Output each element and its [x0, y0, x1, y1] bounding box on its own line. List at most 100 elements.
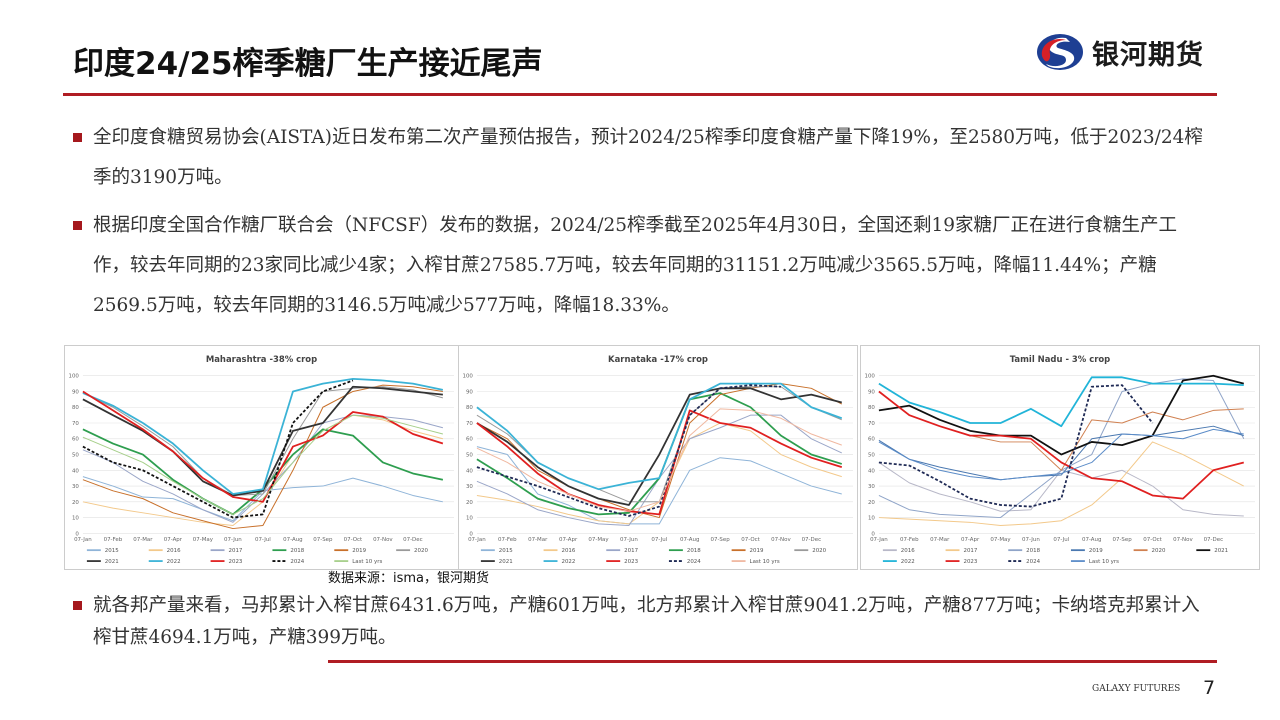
series-line-2024 — [82, 379, 354, 519]
y-tick-label: 30 — [72, 484, 79, 490]
legend-label: 2017 — [963, 548, 977, 554]
x-tick-label: 07-Sep — [313, 537, 333, 543]
legend-label: 2016 — [561, 548, 575, 554]
y-tick-label: 40 — [72, 468, 79, 474]
y-tick-label: 50 — [466, 453, 473, 459]
legend-label: 2024 — [290, 559, 304, 565]
y-tick-label: 70 — [868, 421, 875, 427]
legend-label: Last 10 yrs — [352, 559, 382, 565]
legend-label: 2018 — [687, 548, 701, 554]
x-tick-label: 07-Jun — [224, 537, 242, 543]
series-line-2021 — [82, 385, 443, 497]
series-line-last-10-yrs — [878, 428, 1244, 481]
series-line-2022 — [476, 382, 843, 491]
bullet-marker-icon — [73, 601, 82, 610]
legend-label: 2024 — [1026, 559, 1040, 565]
series-line-2021 — [476, 387, 843, 506]
y-tick-label: 50 — [72, 453, 79, 459]
data-source: 数据来源：isma，银河期货 — [328, 571, 490, 586]
chart-maharashtra: Maharashtra -38% crop 0 10 20 30 40 50 60 70 80 90… — [64, 345, 459, 570]
x-tick-label: 07-Mar — [528, 537, 548, 543]
y-tick-label: 0 — [75, 531, 79, 537]
y-tick-label: 70 — [466, 421, 473, 427]
legend-label: 2023 — [963, 559, 977, 565]
x-tick-label: 07-Jun — [620, 537, 638, 543]
x-tick-label: 07-Apr — [164, 537, 183, 543]
legend-label: 2016 — [167, 548, 181, 554]
y-tick-label: 20 — [868, 500, 875, 506]
x-tick-label: 07-Mar — [930, 537, 950, 543]
y-tick-label: 30 — [868, 484, 875, 490]
chart-title: Maharashtra -38% crop — [206, 354, 317, 364]
legend-label: 2018 — [290, 548, 304, 554]
bullet-aista: 全印度食糖贸易协会(AISTA)近日发布第二次产量预估报告，预计2024/25榨… — [73, 118, 1213, 198]
series-line-last-10-yrs — [82, 414, 444, 515]
series-line-2015 — [476, 446, 842, 525]
footer-company: GALAXY FUTURES — [1092, 684, 1181, 694]
chart-title: Tamil Nadu - 3% crop — [1010, 354, 1111, 364]
logo-text: 银河期货 — [1092, 39, 1204, 71]
x-tick-label: 07-Jan — [870, 537, 888, 543]
legend-label: 2019 — [1089, 548, 1103, 554]
y-tick-label: 20 — [466, 500, 473, 506]
y-tick-label: 100 — [68, 374, 79, 380]
series-line-2021 — [878, 374, 1245, 456]
y-tick-label: 70 — [72, 421, 79, 427]
y-tick-label: 60 — [72, 437, 79, 443]
legend-label: 2018 — [1026, 548, 1040, 554]
legend-label: 2021 — [105, 559, 119, 565]
legend-label: Last 10 yrs — [750, 559, 780, 565]
legend-label: 2020 — [414, 548, 428, 554]
legend-label: 2022 — [167, 559, 181, 565]
y-tick-label: 30 — [466, 484, 473, 490]
x-tick-label: 07-Mar — [133, 537, 153, 543]
y-tick-label: 10 — [868, 516, 875, 522]
y-tick-label: 100 — [462, 374, 473, 380]
y-tick-label: 80 — [868, 405, 875, 411]
chart-tamil-nadu: Tamil Nadu - 3% crop 0 10 20 30 40 50 60 70 80 90 1… — [860, 345, 1260, 570]
x-tick-label: 07-Jan — [74, 537, 92, 543]
y-tick-label: 80 — [72, 405, 79, 411]
x-tick-label: 07-Dec — [403, 537, 423, 543]
footer-divider — [328, 660, 1217, 663]
legend-label: 2019 — [352, 548, 366, 554]
page-number: 7 — [1203, 677, 1216, 699]
bullet-nfcsf: 根据印度全国合作糖厂联合会（NFCSF）发布的数据，2024/25榨季截至202… — [73, 206, 1213, 326]
legend-label: 2024 — [687, 559, 701, 565]
legend-label: 2015 — [105, 548, 119, 554]
x-tick-label: 07-Nov — [771, 537, 791, 543]
x-tick-label: 07-Dec — [1204, 537, 1224, 543]
x-tick-label: 07-Aug — [680, 537, 699, 543]
series-line-2023 — [476, 409, 843, 516]
x-tick-label: 07-May — [990, 537, 1011, 543]
legend-label: 2015 — [499, 548, 513, 554]
series-line-2019 — [878, 425, 1244, 481]
bullet-text: 全印度食糖贸易协会(AISTA)近日发布第二次产量预估报告，预计2024/25榨… — [93, 127, 1203, 188]
legend-label: 2020 — [812, 548, 826, 554]
legend-label: 2016 — [901, 548, 915, 554]
x-tick-label: 07-Jul — [651, 537, 667, 543]
x-tick-label: 07-Jan — [468, 537, 486, 543]
series-line-2024 — [476, 384, 782, 517]
y-tick-label: 60 — [466, 437, 473, 443]
galaxy-logo-icon — [1037, 34, 1083, 70]
legend-label: 2017 — [624, 548, 638, 554]
legend-label: Last 10 yrs — [1089, 559, 1119, 565]
y-tick-label: 10 — [72, 516, 79, 522]
legend-label: 2023 — [624, 559, 638, 565]
chart-karnataka: Karnataka -17% crop 0 10 20 30 40 50 60 70 80 90 10… — [458, 345, 858, 570]
x-tick-label: 07-Oct — [344, 537, 363, 543]
series-line-2019 — [82, 384, 443, 530]
y-tick-label: 20 — [72, 500, 79, 506]
x-tick-label: 07-Jul — [255, 537, 271, 543]
legend-label: 2017 — [229, 548, 243, 554]
x-tick-label: 07-May — [588, 537, 609, 543]
company-logo: 银河期货 — [1036, 32, 1204, 72]
series-line-2016 — [476, 422, 842, 525]
series-line-2023 — [82, 390, 444, 503]
y-tick-label: 10 — [466, 516, 473, 522]
x-tick-label: 07-May — [193, 537, 214, 543]
series-line-2020 — [82, 386, 444, 496]
x-tick-label: 07-Apr — [961, 537, 980, 543]
y-tick-label: 100 — [864, 374, 875, 380]
